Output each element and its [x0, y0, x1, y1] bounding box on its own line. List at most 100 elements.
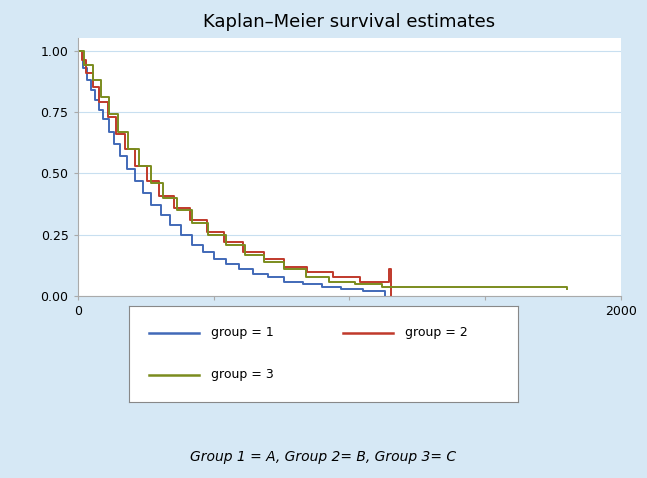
group = 2: [329, 269, 337, 275]
group = 3: [378, 283, 386, 289]
group = 2: [155, 193, 163, 198]
group = 3: [280, 266, 288, 272]
group = 3: [80, 48, 88, 54]
Line: group = 1: group = 1: [78, 51, 385, 296]
group = 3: [74, 48, 82, 54]
group = 3: [105, 111, 113, 117]
group = 3: [241, 242, 248, 248]
group = 3: [188, 207, 195, 213]
group = 3: [173, 195, 181, 201]
group = 3: [159, 180, 167, 186]
group = 2: [385, 266, 393, 272]
group = 3: [260, 252, 268, 258]
group = 2: [96, 85, 104, 90]
group = 2: [122, 146, 129, 152]
group = 3: [147, 163, 155, 169]
group = 2: [303, 264, 311, 270]
group = 3: [147, 180, 155, 186]
group = 3: [204, 232, 212, 238]
group = 3: [351, 279, 358, 284]
group = 2: [143, 178, 151, 184]
group = 1: [381, 293, 389, 299]
group = 2: [239, 239, 247, 245]
X-axis label: Analysis time: Analysis time: [303, 324, 396, 338]
group = 3: [97, 77, 105, 83]
group = 3: [351, 281, 358, 287]
group = 3: [89, 77, 96, 83]
group = 2: [356, 274, 364, 280]
Text: Group 1 = A, Group 2= B, Group 3= C: Group 1 = A, Group 2= B, Group 3= C: [190, 450, 457, 464]
group = 2: [104, 99, 111, 105]
group = 3: [124, 129, 132, 134]
group = 2: [260, 249, 268, 255]
group = 2: [170, 193, 178, 198]
group = 2: [96, 99, 104, 105]
group = 2: [356, 279, 364, 284]
group = 3: [563, 286, 571, 292]
Line: group = 2: group = 2: [78, 51, 391, 296]
group = 3: [159, 195, 167, 201]
group = 3: [80, 63, 88, 68]
group = 2: [239, 249, 247, 255]
group = 3: [222, 232, 230, 238]
group = 3: [302, 274, 310, 280]
group = 2: [388, 266, 395, 272]
group = 3: [563, 283, 571, 289]
group = 1: [166, 222, 174, 228]
group = 2: [385, 279, 393, 284]
group = 2: [89, 70, 96, 76]
group = 3: [188, 220, 195, 226]
group = 3: [325, 274, 333, 280]
group = 3: [105, 94, 113, 100]
group = 1: [96, 97, 104, 103]
group = 2: [82, 70, 90, 76]
group = 3: [280, 259, 288, 265]
group = 2: [280, 264, 288, 270]
group = 2: [89, 85, 96, 90]
group = 2: [186, 205, 194, 211]
group = 2: [112, 131, 120, 137]
group = 3: [302, 266, 310, 272]
group = 2: [260, 257, 268, 262]
Text: group = 2: group = 2: [405, 326, 468, 339]
group = 2: [221, 229, 228, 235]
group = 2: [303, 269, 311, 275]
group = 3: [241, 252, 248, 258]
group = 2: [155, 178, 163, 184]
group = 2: [122, 131, 129, 137]
group = 2: [221, 239, 228, 245]
group = 3: [124, 146, 132, 152]
group = 1: [236, 266, 243, 272]
group = 2: [112, 114, 120, 120]
Text: group = 3: group = 3: [211, 368, 274, 381]
group = 2: [78, 57, 85, 63]
group = 3: [97, 94, 105, 100]
group = 2: [329, 274, 337, 280]
group = 2: [78, 48, 85, 54]
group = 3: [135, 163, 142, 169]
group = 2: [74, 48, 82, 54]
group = 2: [203, 217, 211, 223]
group = 2: [280, 257, 288, 262]
group = 2: [203, 229, 211, 235]
group = 3: [173, 207, 181, 213]
group = 3: [135, 146, 142, 152]
group = 3: [115, 111, 122, 117]
group = 2: [186, 217, 194, 223]
group = 2: [170, 205, 178, 211]
group = 1: [87, 87, 95, 93]
group = 3: [204, 220, 212, 226]
group = 2: [388, 293, 395, 299]
group = 2: [104, 114, 111, 120]
Title: Kaplan–Meier survival estimates: Kaplan–Meier survival estimates: [203, 13, 496, 31]
group = 3: [325, 279, 333, 284]
group = 2: [131, 146, 138, 152]
group = 1: [79, 65, 87, 71]
group = 1: [74, 48, 82, 54]
Line: group = 3: group = 3: [78, 51, 567, 289]
group = 3: [115, 129, 122, 134]
group = 1: [111, 129, 118, 134]
group = 2: [143, 163, 151, 169]
group = 2: [131, 163, 138, 169]
group = 3: [260, 259, 268, 265]
